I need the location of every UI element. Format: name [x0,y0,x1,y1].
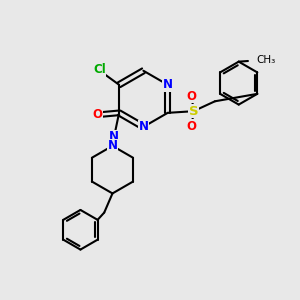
Text: Cl: Cl [93,63,106,76]
Text: O: O [187,90,197,103]
Text: CH₃: CH₃ [257,55,276,65]
Text: N: N [107,140,118,152]
Text: O: O [187,120,197,133]
Text: N: N [109,130,119,143]
Text: O: O [92,108,102,121]
Text: N: N [138,120,148,134]
Text: S: S [189,105,198,118]
Text: N: N [163,78,173,91]
